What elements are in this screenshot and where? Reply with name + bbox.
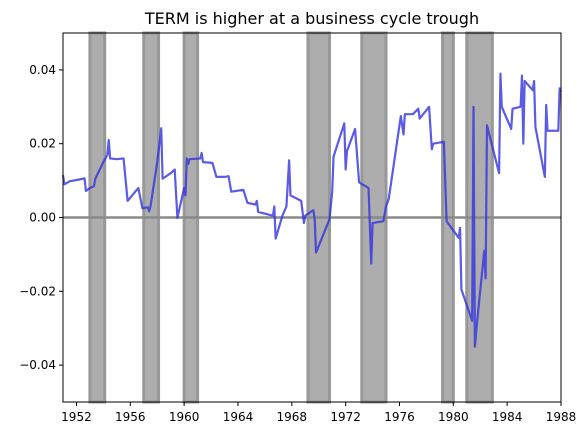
x-tick-label: 1956 bbox=[115, 410, 146, 424]
x-tick-label: 1972 bbox=[330, 410, 361, 424]
y-tick-label: 0.04 bbox=[29, 63, 56, 77]
x-axis-ticks: 1952 1956 1960 1964 1968 1972 1976 1980 1984 1988 bbox=[61, 402, 576, 424]
y-tick-label: 0.02 bbox=[29, 137, 56, 151]
series-group bbox=[61, 72, 563, 348]
y-tick-label: −0.02 bbox=[19, 284, 56, 298]
x-tick-label: 1968 bbox=[277, 410, 308, 424]
term-series-line bbox=[61, 72, 563, 348]
x-tick-label: 1980 bbox=[438, 410, 469, 424]
x-tick-label: 1984 bbox=[492, 410, 523, 424]
chart-title: TERM is higher at a business cycle troug… bbox=[144, 9, 479, 28]
y-tick-label: 0.00 bbox=[29, 211, 56, 225]
x-tick-label: 1960 bbox=[169, 410, 200, 424]
x-tick-label: 1976 bbox=[384, 410, 415, 424]
y-tick-label: −0.04 bbox=[19, 358, 56, 372]
x-tick-label: 1952 bbox=[61, 410, 92, 424]
y-axis-ticks: −0.04 −0.02 0.00 0.02 0.04 bbox=[19, 63, 63, 372]
x-tick-label: 1964 bbox=[223, 410, 254, 424]
x-tick-label: 1988 bbox=[546, 410, 577, 424]
